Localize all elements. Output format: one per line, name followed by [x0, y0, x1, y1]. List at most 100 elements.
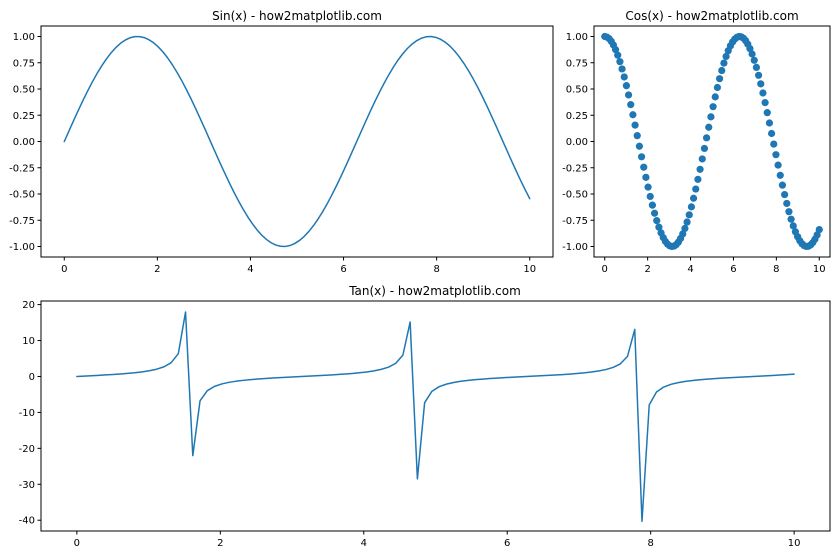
cos-y-tick-label: -0.25 — [562, 163, 588, 174]
cos-y-tick-label: 0.00 — [566, 137, 588, 148]
sin-chart-panel: Sin(x) - how2matplotlib.com 0 2 4 6 8 10 1.00… — [9, 9, 554, 275]
cos-data-point — [685, 211, 693, 219]
cos-data-point — [648, 201, 657, 209]
tan-chart-panel: Tan(x) - how2matplotlib.com 0 2 4 6 8 10 20 10… — [19, 284, 831, 549]
cos-data-point — [637, 153, 646, 161]
cos-data-point — [655, 223, 663, 231]
cos-chart-panel: Cos(x) - how2matplotlib.com 0 2 4 6 8 10 1.00… — [562, 9, 831, 275]
sin-y-tick-label: 0.50 — [13, 85, 35, 96]
cos-data-point — [700, 144, 709, 153]
cos-data-point — [785, 208, 793, 216]
cos-data-point — [709, 103, 717, 111]
tan-y-tick-label: 10 — [22, 336, 35, 347]
cos-x-tick-label: 2 — [644, 264, 650, 275]
cos-y-tick-label: 1.00 — [566, 32, 588, 43]
cos-data-point — [763, 109, 771, 117]
cos-data-point — [689, 194, 698, 202]
cos-y-axis: 1.00 0.75 0.50 0.25 0.00 -0.25 -0.50 -0.75 -1.00 — [562, 32, 594, 253]
cos-data-point — [687, 203, 696, 211]
cos-data-point — [650, 209, 659, 217]
cos-data-point — [622, 82, 631, 90]
tan-y-tick-label: -10 — [19, 408, 35, 419]
cos-data-point — [759, 89, 767, 97]
cos-y-tick-label: -0.50 — [562, 190, 588, 201]
cos-data-point — [776, 171, 784, 179]
tan-y-tick-label: 20 — [22, 300, 35, 311]
cos-data-point — [757, 80, 765, 88]
cos-data-point — [748, 50, 756, 58]
cos-x-tick-label: 0 — [602, 264, 608, 275]
cos-x-axis: 0 2 4 6 8 10 — [602, 257, 826, 275]
cos-data-point — [754, 71, 763, 79]
cos-data-point — [772, 151, 780, 159]
cos-data-point — [718, 66, 726, 75]
tan-x-tick-label: 10 — [788, 538, 801, 549]
cos-data-point — [778, 181, 787, 189]
tan-y-tick-label: -20 — [19, 444, 35, 455]
cos-data-point — [707, 113, 715, 121]
cos-data-point — [815, 226, 823, 234]
cos-data-point — [750, 56, 758, 64]
sin-y-tick-label: 0.75 — [13, 58, 35, 69]
cos-data-point — [774, 161, 782, 169]
cos-data-point — [761, 99, 769, 107]
cos-data-point — [692, 185, 700, 193]
cos-data-point — [768, 129, 776, 138]
cos-data-point — [789, 222, 797, 230]
sin-x-tick-label: 10 — [523, 264, 536, 275]
sin-x-tick-label: 0 — [61, 264, 67, 275]
tan-x-tick-label: 6 — [504, 538, 510, 549]
sin-y-tick-label: -0.50 — [9, 190, 35, 201]
cos-data-point — [696, 165, 704, 173]
cos-data-point — [722, 52, 730, 61]
cos-x-tick-label: 8 — [773, 264, 779, 275]
cos-data-point — [631, 121, 639, 129]
sin-x-axis: 0 2 4 6 8 10 — [61, 257, 536, 275]
cos-data-point — [770, 140, 778, 148]
cos-data-point — [620, 73, 628, 81]
cos-data-point — [683, 218, 691, 226]
tan-x-axis: 0 2 4 6 8 10 — [74, 531, 801, 549]
cos-data-point — [642, 173, 650, 181]
cos-data-point — [616, 58, 624, 66]
sin-y-tick-label: -1.00 — [9, 242, 35, 253]
cos-data-point — [653, 217, 661, 225]
sin-y-tick-label: -0.75 — [9, 216, 35, 227]
sin-y-tick-label: 0.25 — [13, 111, 35, 122]
cos-data-point — [787, 215, 795, 223]
cos-data-point — [646, 192, 654, 201]
cos-y-tick-label: 0.25 — [566, 111, 588, 122]
sin-x-tick-label: 6 — [340, 264, 346, 275]
cos-data-point — [746, 44, 754, 53]
sin-x-tick-label: 2 — [154, 264, 160, 275]
cos-data-point — [711, 93, 719, 101]
tan-chart-title: Tan(x) - how2matplotlib.com — [348, 284, 521, 298]
cos-data-point — [694, 175, 702, 183]
sin-y-axis: 1.00 0.75 0.50 0.25 0.00 -0.25 -0.50 -0.75 -1.00 — [9, 32, 41, 253]
sin-y-tick-label: -0.25 — [9, 163, 35, 174]
tan-y-tick-label: -30 — [19, 480, 35, 491]
cos-data-point — [715, 75, 724, 83]
sin-y-tick-label: 0.00 — [13, 137, 35, 148]
tan-x-tick-label: 0 — [74, 538, 80, 549]
tan-series-line — [76, 311, 795, 523]
cos-data-point — [681, 224, 689, 233]
cos-data-point — [720, 59, 728, 67]
cos-data-point — [633, 132, 641, 140]
cos-data-point — [713, 83, 722, 92]
cos-x-tick-label: 4 — [687, 264, 693, 275]
tan-axes-frame — [40, 300, 831, 532]
cos-series-layer — [601, 32, 823, 251]
cos-data-point — [640, 163, 648, 171]
cos-data-point — [781, 190, 789, 199]
cos-x-tick-label: 10 — [813, 264, 826, 275]
cos-data-point — [611, 46, 620, 54]
tan-y-axis: 20 10 0 -10 -20 -30 -40 — [19, 300, 41, 527]
cos-y-tick-label: 0.50 — [566, 85, 588, 96]
sin-y-tick-label: 1.00 — [13, 32, 35, 43]
cos-data-point — [614, 51, 622, 59]
tan-y-tick-label: -40 — [19, 516, 35, 527]
cos-x-tick-label: 6 — [730, 264, 736, 275]
cos-data-point — [765, 119, 774, 127]
